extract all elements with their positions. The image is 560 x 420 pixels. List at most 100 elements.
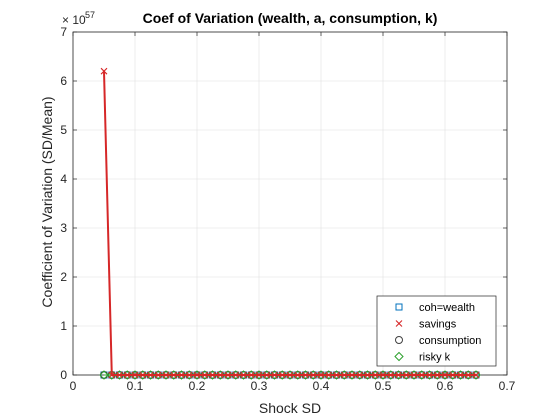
data-point-stroke [255, 371, 263, 379]
data-point [409, 370, 419, 380]
data-point [302, 371, 309, 379]
data-point [472, 371, 480, 379]
data-point-stroke [325, 371, 333, 379]
data-point [169, 370, 179, 380]
x-tick-label: 0.7 [499, 379, 516, 393]
data-point [216, 371, 224, 379]
data-point [331, 370, 342, 380]
data-point [100, 67, 108, 75]
series-savings [100, 67, 480, 379]
data-point [432, 370, 442, 380]
legend-label: coh=wealth [419, 302, 475, 314]
data-point-stroke [333, 371, 340, 379]
data-point-stroke [170, 371, 178, 379]
legend-label: savings [419, 319, 457, 331]
data-point [277, 370, 287, 380]
data-point [176, 370, 187, 380]
data-point [294, 371, 302, 379]
data-point [209, 371, 216, 379]
data-point-stroke [387, 371, 395, 379]
legend-marker [395, 303, 403, 311]
chart-title: Coef of Variation (wealth, a, consumptio… [143, 10, 438, 26]
data-point [139, 371, 147, 379]
data-point [378, 370, 388, 380]
x-tick-label: 0.6 [437, 379, 454, 393]
data-point [317, 371, 325, 379]
y-tick-label: 4 [60, 172, 67, 186]
data-point [340, 371, 348, 379]
data-point [371, 371, 379, 379]
data-point-stroke [433, 371, 441, 379]
data-point-stroke [162, 371, 170, 379]
data-point-stroke [247, 371, 255, 379]
y-tick-label: 1 [60, 319, 67, 333]
data-point [255, 371, 263, 379]
data-point-stroke [224, 371, 232, 379]
data-point [154, 371, 162, 379]
x-tick-label: 0.4 [313, 379, 330, 393]
plot-layer: 0 0.1 0.2 0.3 0.4 0.5 0.6 0.7 0 1 2 3 4 5 6 7 coh=wealth… [60, 25, 515, 393]
data-point-stroke [123, 371, 131, 379]
data-point [162, 371, 170, 379]
data-point [107, 370, 117, 380]
data-point [424, 370, 435, 380]
data-point-stroke [139, 371, 147, 379]
data-point-stroke [154, 371, 162, 379]
data-point [426, 371, 433, 379]
x-tick-label: 0.3 [251, 379, 268, 393]
x-axis-label: Shock SD [259, 400, 321, 416]
data-point [362, 370, 373, 380]
data-point-stroke [340, 371, 348, 379]
data-point [370, 370, 380, 380]
y-exponent-power: 57 [85, 10, 95, 20]
x-tick-label: 0.5 [375, 379, 392, 393]
data-point [231, 370, 241, 380]
data-point-stroke [278, 371, 286, 379]
data-point [201, 371, 209, 379]
data-point [193, 371, 201, 379]
data-point-stroke [294, 371, 302, 379]
data-point [324, 370, 334, 380]
data-point [433, 371, 441, 379]
y-tick-label: 3 [60, 221, 67, 235]
data-point [147, 371, 154, 379]
data-point-stroke [216, 371, 224, 379]
data-point-stroke [317, 371, 325, 379]
data-point [448, 370, 458, 380]
data-point [393, 370, 404, 380]
data-point [207, 370, 218, 380]
data-point [417, 370, 427, 380]
data-point [145, 370, 156, 380]
y-exponent-base: × 10 [62, 13, 86, 27]
data-point [309, 371, 317, 379]
data-point-stroke [410, 371, 418, 379]
data-point [114, 370, 125, 380]
data-point-stroke [418, 371, 426, 379]
legend-marker [395, 336, 403, 344]
data-point-stroke [302, 371, 309, 379]
data-point [192, 370, 202, 380]
data-point [440, 370, 450, 380]
data-point [185, 371, 193, 379]
data-point-stroke [271, 371, 278, 379]
data-point [262, 370, 272, 380]
data-point [215, 370, 225, 380]
data-point-stroke [309, 371, 317, 379]
data-point [441, 371, 449, 379]
data-point-stroke [147, 371, 154, 379]
y-tick-label: 7 [60, 25, 67, 39]
y-tick-label: 0 [60, 368, 67, 382]
data-point [161, 370, 171, 380]
data-point-stroke [356, 371, 364, 379]
data-point-stroke [395, 371, 402, 379]
y-tick-label: 2 [60, 270, 67, 284]
data-point-stroke [116, 371, 123, 379]
data-point [386, 370, 396, 380]
data-point [401, 370, 411, 380]
x-tick-label: 0 [70, 379, 77, 393]
data-point-stroke [286, 371, 294, 379]
data-point-stroke [379, 371, 387, 379]
data-point-stroke [449, 371, 457, 379]
